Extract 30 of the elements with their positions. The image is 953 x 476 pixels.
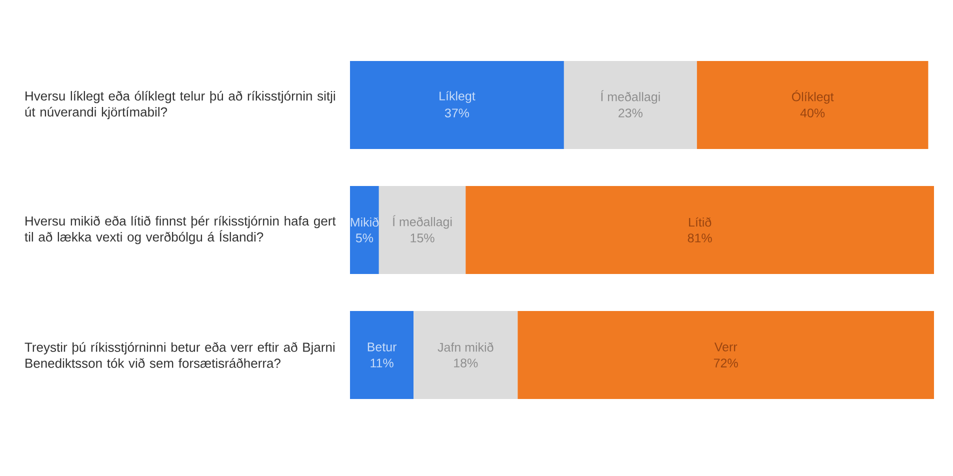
data-label: 72% — [714, 358, 738, 368]
annotation: Verr — [714, 342, 738, 352]
y-tick-label: Treystir þú ríkisstjórninni betur eða verr eftir að Bjarni Benediktsson tók við sem forsætisráðherra? — [24, 342, 334, 368]
annotation: Betur — [368, 342, 397, 352]
bar — [696, 61, 928, 149]
data-label: 40% — [800, 108, 825, 118]
y-tick-label: Hversu líklegt eða ólíklegt telur þú að ríkisstjórnin sitji út núverandi kjörtímabil? — [25, 90, 335, 120]
data-label: 37% — [444, 108, 470, 118]
annotation: Ólíklegt — [792, 90, 834, 104]
annotation: Mikið — [350, 217, 379, 227]
data-label: 5% — [356, 234, 374, 242]
data-label: 18% — [454, 358, 478, 368]
bar — [564, 61, 697, 149]
y-tick-label: Hversu mikið eða lítið finnst þér ríkisstjórnin hafa gert til að lækka vexti og verðbólgu á Íslandi? — [24, 216, 336, 244]
data-label: 81% — [688, 234, 712, 242]
bar — [350, 186, 379, 274]
bar — [466, 186, 934, 274]
annotation: Í meðallagi — [601, 90, 660, 104]
annotation: Líklegt — [440, 91, 476, 103]
bar — [378, 186, 466, 274]
annotation: Jafn mikið — [438, 342, 494, 352]
bar — [518, 311, 934, 400]
data-label: 11% — [370, 358, 394, 368]
annotation: Lítið — [689, 217, 712, 227]
data-label: 15% — [410, 234, 434, 242]
bar — [350, 61, 564, 149]
bar — [350, 311, 414, 400]
annotation: Í meðallagi — [392, 215, 452, 229]
data-label: 23% — [618, 108, 642, 118]
bar — [414, 311, 518, 400]
